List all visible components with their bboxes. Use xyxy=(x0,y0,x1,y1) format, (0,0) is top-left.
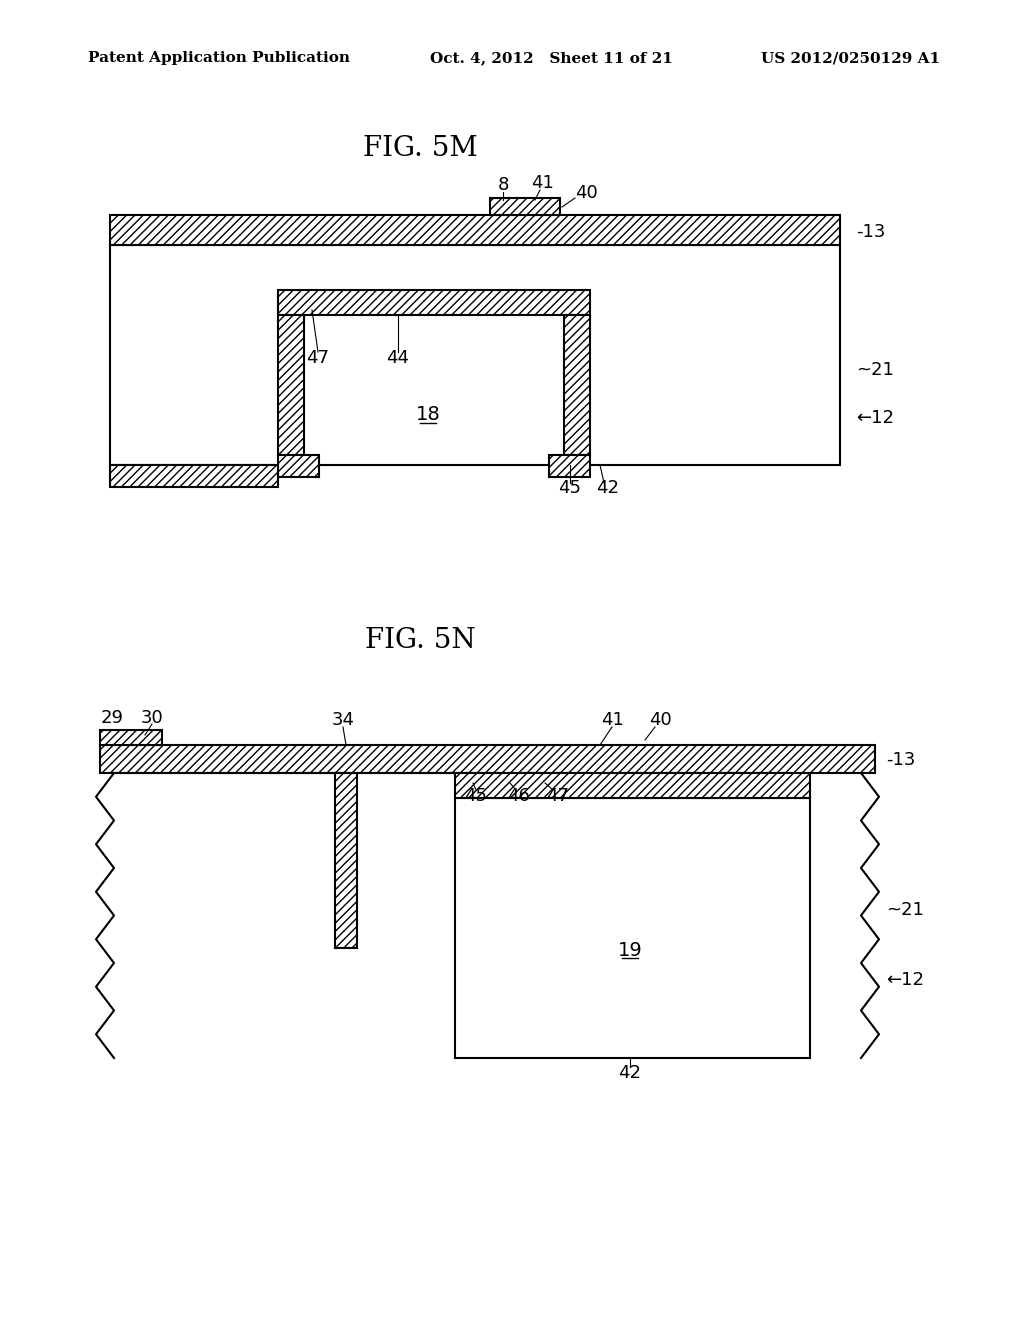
Bar xyxy=(490,198,560,215)
Bar xyxy=(549,455,590,477)
Bar xyxy=(100,730,162,744)
Bar xyxy=(110,246,840,465)
Text: 41: 41 xyxy=(600,711,624,729)
Text: 46: 46 xyxy=(507,787,529,805)
Text: 34: 34 xyxy=(332,711,354,729)
Bar xyxy=(335,774,357,948)
Bar xyxy=(564,315,590,455)
Text: ~21: ~21 xyxy=(886,902,924,919)
Text: 8: 8 xyxy=(498,176,509,194)
Text: 40: 40 xyxy=(574,183,597,202)
Text: 18: 18 xyxy=(416,405,440,425)
Text: 45: 45 xyxy=(558,479,582,498)
Text: 19: 19 xyxy=(617,940,642,960)
Text: FIG. 5M: FIG. 5M xyxy=(362,135,477,161)
Text: 47: 47 xyxy=(547,787,569,805)
Text: US 2012/0250129 A1: US 2012/0250129 A1 xyxy=(761,51,940,65)
Text: 41: 41 xyxy=(531,174,554,191)
Text: Oct. 4, 2012   Sheet 11 of 21: Oct. 4, 2012 Sheet 11 of 21 xyxy=(430,51,673,65)
Text: FIG. 5N: FIG. 5N xyxy=(365,627,475,653)
Text: ←12: ←12 xyxy=(856,409,894,426)
Text: 42: 42 xyxy=(618,1064,641,1082)
Bar xyxy=(100,744,874,774)
Text: 45: 45 xyxy=(465,787,487,805)
Text: -13: -13 xyxy=(886,751,915,770)
Bar xyxy=(278,455,319,477)
Text: Patent Application Publication: Patent Application Publication xyxy=(88,51,350,65)
Bar xyxy=(110,465,278,487)
Text: ←12: ←12 xyxy=(886,972,924,989)
Bar xyxy=(110,215,840,246)
Bar xyxy=(455,774,810,799)
Text: 40: 40 xyxy=(648,711,672,729)
Text: ~21: ~21 xyxy=(856,360,894,379)
Text: 29: 29 xyxy=(100,709,124,727)
Text: 47: 47 xyxy=(306,348,330,367)
Text: -13: -13 xyxy=(856,223,886,242)
Bar xyxy=(455,799,810,1059)
Text: 42: 42 xyxy=(597,479,620,498)
Bar xyxy=(278,290,590,315)
Bar xyxy=(278,315,304,455)
Text: 30: 30 xyxy=(140,709,164,727)
Text: 44: 44 xyxy=(386,348,410,367)
